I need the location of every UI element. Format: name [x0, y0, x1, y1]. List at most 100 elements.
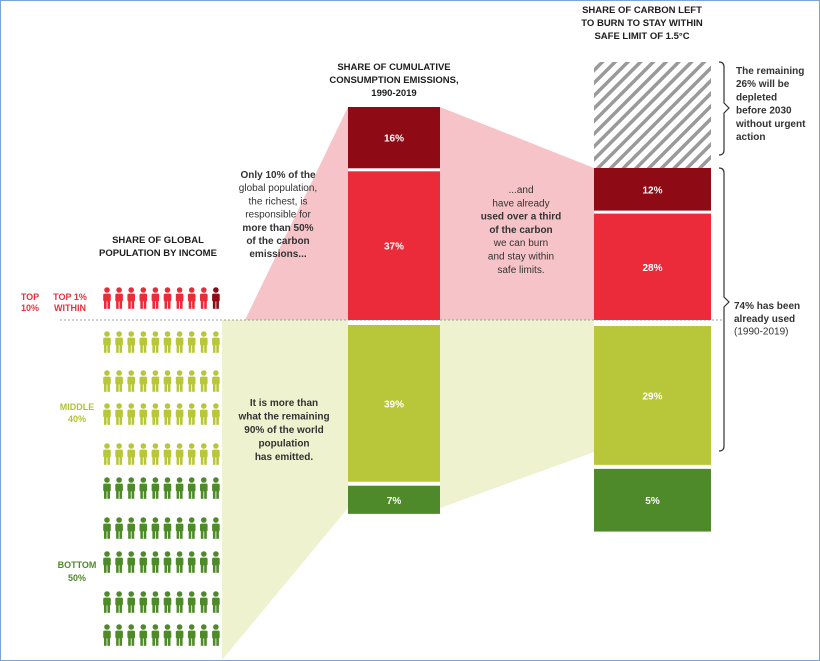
- remaining-note-line: 26% will be: [736, 79, 790, 90]
- top-note-line: Only 10% of the: [240, 170, 315, 181]
- bar-segment-carbon-left-top10: [594, 213, 711, 320]
- person-icon: [139, 287, 148, 309]
- bar-label-carbon-left-top1: 12%: [642, 185, 662, 196]
- person-icon: [175, 551, 184, 573]
- bar-label-carbon-left-middle40: 29%: [642, 391, 662, 402]
- person-icon: [212, 287, 220, 309]
- person-icon: [139, 591, 148, 613]
- person-icon: [175, 624, 184, 646]
- top-connector-band: [222, 107, 348, 320]
- person-icon: [163, 331, 172, 353]
- top-note-line: of the carbon: [246, 236, 309, 247]
- middle-connector-band-right: [440, 320, 594, 508]
- person-icon: [139, 403, 148, 425]
- population-title-line1: SHARE OF GLOBAL: [112, 235, 204, 246]
- person-icon: [115, 551, 123, 573]
- person-icon: [187, 591, 196, 613]
- person-icon: [163, 477, 172, 499]
- remaining-note-line: The remaining: [736, 66, 804, 77]
- person-icon: [151, 477, 160, 499]
- person-icon: [151, 287, 160, 309]
- middle-annotation: It is more than what the remaining 90% of …: [237, 398, 329, 463]
- top1-group-label-1: TOP 1%: [53, 292, 87, 302]
- top-note-line: the richest, is: [249, 196, 308, 207]
- used-brace: [718, 167, 730, 452]
- bar-label-consumption-bottom50: 7%: [387, 496, 402, 507]
- person-icon: [139, 477, 148, 499]
- person-icon: [212, 477, 220, 499]
- used-total-note-line: (1990-2019): [734, 327, 788, 338]
- bar-segment-consumption-middle40: [348, 325, 440, 482]
- person-icon: [139, 551, 148, 573]
- person-icon: [212, 331, 220, 353]
- person-icon: [127, 551, 135, 573]
- person-icon: [103, 517, 111, 539]
- remaining-note-line: before 2030: [736, 106, 792, 117]
- person-icon: [115, 403, 123, 425]
- person-icon: [200, 370, 208, 392]
- population-icon-grid: [103, 287, 220, 646]
- top-note-line: emissions...: [249, 249, 306, 260]
- person-icon: [175, 477, 184, 499]
- bar-label-carbon-left-top10: 28%: [642, 263, 662, 274]
- used-total-note-line: already used: [734, 314, 795, 325]
- person-icon: [103, 443, 111, 465]
- person-icon: [127, 477, 135, 499]
- person-icon: [200, 443, 208, 465]
- person-icon: [127, 591, 135, 613]
- person-icon: [200, 287, 208, 309]
- used-note-line: of the carbon: [489, 225, 552, 236]
- person-icon: [163, 370, 172, 392]
- population-title-line2: POPULATION BY INCOME: [99, 248, 217, 259]
- person-icon: [139, 370, 148, 392]
- person-icon: [139, 624, 148, 646]
- bar-segment-consumption-top10: [348, 171, 440, 320]
- used-annotation: ...and have already used over a third of th…: [481, 185, 562, 276]
- person-icon: [212, 517, 220, 539]
- person-icon: [151, 331, 160, 353]
- person-icon: [163, 443, 172, 465]
- person-icon: [115, 624, 123, 646]
- middle-group-label-2: 40%: [68, 414, 86, 424]
- person-icon: [175, 517, 184, 539]
- person-icon: [115, 370, 123, 392]
- middle-group-label-1: MIDDLE: [60, 402, 95, 412]
- person-icon: [212, 591, 220, 613]
- person-icon: [187, 370, 196, 392]
- carbon-left-title-line1: SHARE OF CARBON LEFT: [582, 5, 702, 16]
- person-icon: [127, 403, 135, 425]
- person-icon: [103, 624, 111, 646]
- person-icon: [212, 370, 220, 392]
- person-icon: [187, 551, 196, 573]
- mid-note-line: 90% of the world: [244, 425, 323, 436]
- person-icon: [115, 331, 123, 353]
- person-icon: [151, 551, 160, 573]
- person-icon: [115, 477, 123, 499]
- person-icon: [200, 477, 208, 499]
- person-icon: [187, 443, 196, 465]
- person-icon: [187, 287, 196, 309]
- person-icon: [103, 287, 111, 309]
- bar-segment-carbon-left-bottom50: [594, 468, 711, 532]
- person-icon: [127, 443, 135, 465]
- person-icon: [212, 443, 220, 465]
- bar-segment-carbon-left-middle40: [594, 326, 711, 465]
- bar-label-carbon-left-bottom50: 5%: [645, 496, 660, 507]
- used-total-annotation: 74% has been already used (1990-2019): [734, 301, 800, 338]
- carbon-left-title-line2: TO BURN TO STAY WITHIN: [581, 18, 703, 29]
- person-icon: [175, 331, 184, 353]
- carbon-left-title-line3: SAFE LIMIT OF 1.5°C: [594, 31, 689, 42]
- bottom-group-label-1: BOTTOM: [58, 560, 97, 570]
- used-total-note-line: 74% has been: [734, 301, 800, 312]
- top-group-label-1: TOP: [21, 292, 39, 302]
- person-icon: [127, 331, 135, 353]
- person-icon: [175, 370, 184, 392]
- person-icon: [127, 517, 135, 539]
- person-icon: [139, 443, 148, 465]
- person-icon: [187, 624, 196, 646]
- person-icon: [187, 517, 196, 539]
- person-icon: [200, 517, 208, 539]
- person-icon: [115, 591, 123, 613]
- person-icon: [115, 287, 123, 309]
